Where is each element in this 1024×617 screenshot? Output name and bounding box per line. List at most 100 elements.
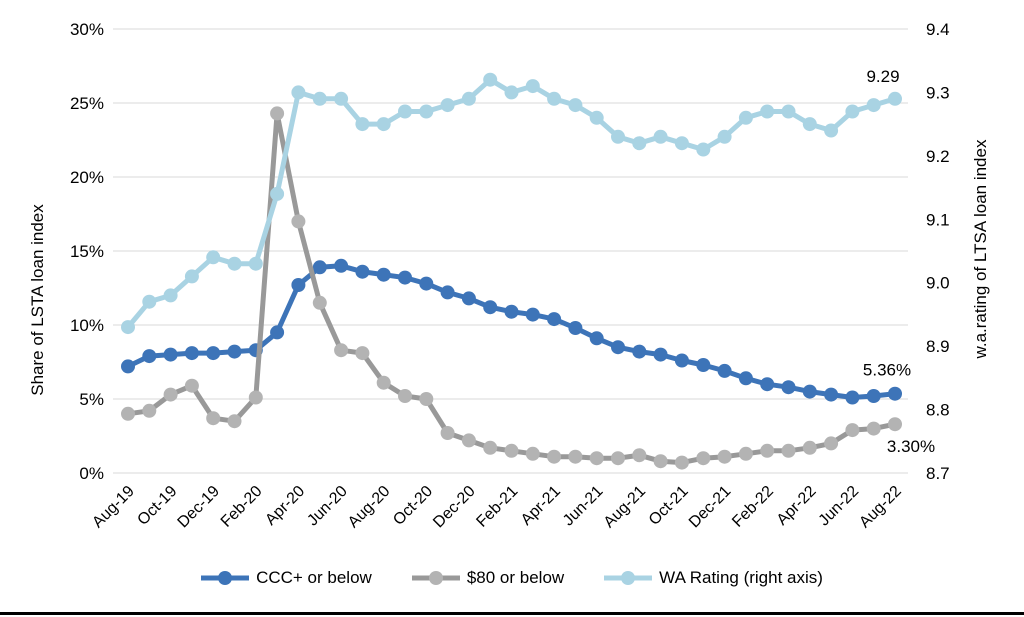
data-point-marker [206,346,221,361]
data-point-marker [738,446,753,461]
legend-label: $80 or below [466,568,565,587]
left-axis-title: Share of LSTA loan index [28,204,47,396]
legend-item-2: WA Rating (right axis) [604,568,823,588]
left-axis-tick-label: 25% [70,94,104,113]
bottom-border [0,612,1024,615]
data-point-marker [632,136,647,151]
data-point-marker [163,288,178,303]
data-point-marker [589,331,604,346]
data-point-marker [674,136,689,151]
data-point-marker [355,117,370,132]
data-point-marker [611,129,625,144]
x-axis-tick-label: Aug-22 [856,483,905,532]
data-point-marker [781,104,796,119]
data-point-marker [696,358,711,372]
data-point-marker [525,446,540,461]
data-point-marker [461,291,476,306]
data-point-marker [206,411,221,426]
data-point-marker [888,386,902,401]
right-axis-title: w.a.rating of LTSA loan index [971,139,990,359]
right-axis-tick-label: 9.0 [926,274,950,293]
x-axis-tick-label: Apr-22 [774,483,820,529]
data-point-marker [270,106,285,121]
data-point-marker [824,436,839,451]
data-point-marker [845,104,860,119]
data-point-marker [611,340,625,355]
data-point-marker [760,377,775,392]
data-point-marker [547,449,562,464]
data-point-marker [568,321,583,335]
data-point-marker [483,72,498,87]
data-point-marker [121,359,135,374]
data-point-marker [696,451,711,466]
data-point-marker [440,426,455,440]
data-point-marker [163,347,178,362]
x-axis-tick-label: Feb-22 [729,483,777,531]
data-point-marker [824,387,839,402]
data-point-marker [227,414,242,429]
data-point-marker [419,104,434,119]
data-point-marker [547,91,562,106]
left-axis-tick-label: 20% [70,168,104,187]
data-point-marker [184,346,199,361]
data-point-marker [419,392,434,406]
data-point-marker [312,260,327,275]
left-axis-tick-label: 30% [70,20,104,39]
data-point-marker [568,98,583,113]
data-point-marker [845,390,860,405]
x-axis-tick-label: Aug-21 [601,483,650,532]
data-point-marker [802,117,817,132]
left-axis-tick-label: 5% [79,390,104,409]
data-point-marker [163,387,178,402]
data-point-marker [227,256,242,271]
data-point-marker [589,110,604,125]
right-axis-tick-label: 9.3 [926,83,950,102]
data-point-marker [312,91,327,106]
data-point-marker [291,214,306,229]
data-point-marker [334,343,349,358]
right-axis-tick-label: 8.8 [926,401,950,420]
left-axis-tick-label: 15% [70,242,104,261]
right-axis-tick-label: 9.2 [926,147,950,166]
data-point-marker [760,104,775,119]
data-point-marker [248,390,263,405]
data-point-marker [483,440,498,455]
data-point-marker [504,85,519,100]
data-point-marker [291,85,306,100]
data-point-marker [355,346,370,361]
series-line-2 [126,77,896,329]
data-point-marker [589,451,604,466]
data-point-marker [142,294,157,309]
x-axis-tick-label: Feb-20 [218,483,266,531]
data-point-marker [248,256,263,271]
data-point-marker [334,258,349,273]
data-point-marker [525,79,540,94]
left-axis-tick-label: 10% [70,316,104,335]
x-axis-tick-label: Oct-21 [646,483,692,529]
data-point-marker [121,406,135,421]
legend-label: CCC+ or below [256,568,372,587]
data-point-marker [547,312,562,327]
data-point-marker [376,117,391,132]
x-axis-tick-label: Feb-21 [473,483,521,531]
x-axis-tick-label: Dec-21 [686,483,735,532]
data-point-marker [440,285,455,300]
x-axis-tick-label: Oct-20 [390,483,436,529]
data-point-marker [312,295,327,310]
data-point-marker [674,353,689,368]
x-axis-tick-label: Aug-20 [345,483,394,532]
x-axis-tick-label: Aug-19 [89,483,138,532]
x-axis-tick-label: Apr-21 [518,483,564,529]
data-point-marker [760,443,775,458]
right-axis-tick-label: 8.7 [926,464,950,483]
data-point-marker [334,91,349,106]
right-axis-tick-label: 9.4 [926,20,950,39]
data-point-marker [483,300,498,315]
data-point-marker [419,276,434,291]
x-axis-tick-label: Oct-19 [134,483,180,529]
data-point-marker [888,417,902,432]
data-point-marker [824,123,839,138]
legend: CCC+ or below $80 or below WA Rating (righ… [0,562,1024,594]
